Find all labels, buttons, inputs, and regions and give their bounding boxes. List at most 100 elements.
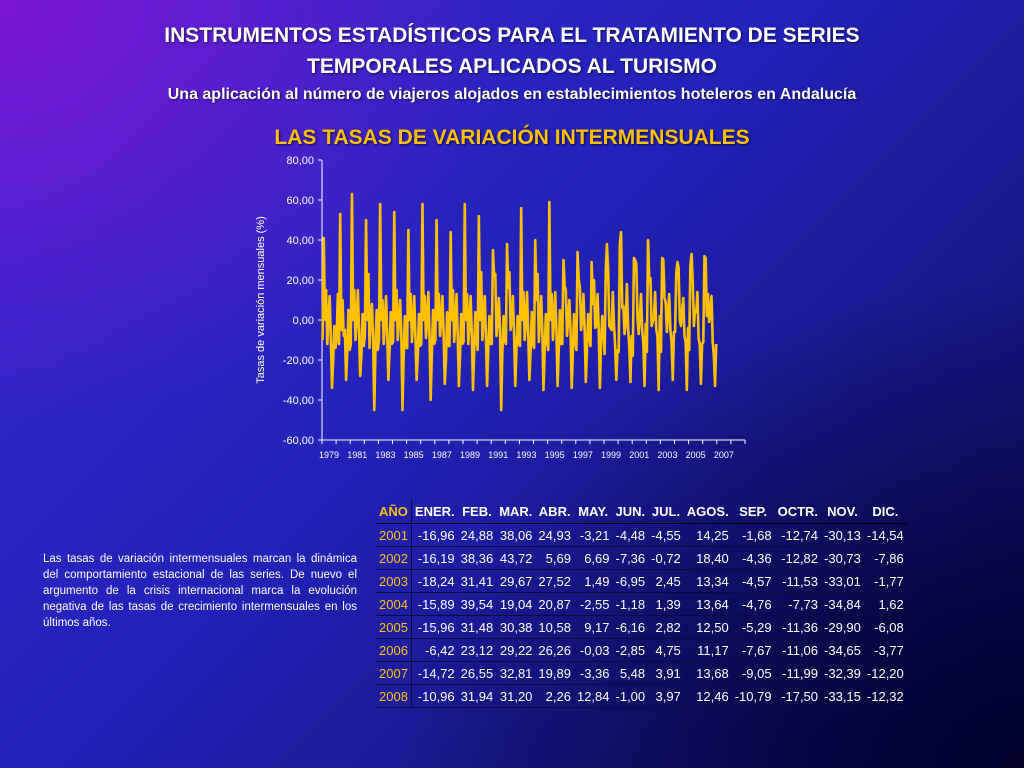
table-cell-value: 3,91: [648, 661, 684, 685]
table-cell-value: -3,77: [863, 638, 907, 662]
table-cell-value: -10,79: [731, 684, 775, 708]
table-cell-value: 5,48: [612, 661, 649, 685]
slide-title-line-1: INSTRUMENTOS ESTADÍSTICOS PARA EL TRATAM…: [164, 24, 860, 47]
table-cell-value: -12,82: [774, 546, 822, 570]
table-cell-value: 13,34: [683, 569, 732, 593]
y-tick-label: 0,00: [293, 315, 314, 327]
table-cell-value: -12,20: [863, 661, 907, 685]
table-cell-value: 43,72: [496, 546, 536, 570]
table-cell-value: -6,16: [612, 615, 649, 639]
table-cell-value: -0,03: [573, 638, 613, 662]
table-cell-value: 29,22: [496, 638, 536, 662]
table-cell-value: -18,24: [411, 569, 458, 593]
table-cell-value: -1,68: [731, 523, 775, 547]
y-tick-label: -40,00: [283, 395, 314, 407]
table-cell-value: -4,48: [612, 523, 649, 547]
table-row: 2004 -15,89 39,54 19,04 20,87 -2,55 -1,18 1,39 1…: [376, 592, 907, 616]
table-cell-value: 31,20: [496, 684, 536, 708]
table-cell-year: 2001: [376, 523, 412, 547]
table-cell-value: 10,58: [535, 615, 574, 639]
table-cell-value: -1,18: [612, 592, 649, 616]
table-cell-value: -0,72: [648, 546, 684, 570]
table-cell-value: -11,06: [774, 638, 822, 662]
table-header-month: DIC.: [863, 500, 907, 524]
table-header-month: SEP.: [731, 500, 775, 524]
table-cell-value: 27,52: [535, 569, 574, 593]
table-cell-value: -6,42: [411, 638, 458, 662]
y-tick-label: -20,00: [283, 355, 314, 367]
table-cell-value: -11,99: [774, 661, 822, 685]
table-cell-value: 2,26: [535, 684, 574, 708]
table-cell-value: -12,74: [774, 523, 822, 547]
table-header-year: AÑO: [376, 500, 412, 524]
table-cell-value: 13,68: [683, 661, 732, 685]
table-cell-value: 5,69: [535, 546, 574, 570]
table-cell-value: -4,57: [731, 569, 775, 593]
table-header-row: AÑO ENER. FEB. MAR. ABR. MAY. JUN. JUL. AGOS. SEP…: [376, 500, 907, 524]
y-tick-label: 40,00: [286, 235, 314, 247]
table-cell-value: 18,40: [683, 546, 732, 570]
x-tick-label: 1999: [601, 450, 621, 460]
x-tick-label: 1997: [573, 450, 593, 460]
table-header-month: ENER.: [411, 500, 458, 524]
table-cell-value: -34,65: [821, 638, 864, 662]
x-tick-label: 1991: [488, 450, 508, 460]
table-cell-value: -7,36: [612, 546, 649, 570]
table-cell-value: -15,96: [411, 615, 458, 639]
x-tick-label: 1983: [375, 450, 395, 460]
table-cell-value: -1,00: [612, 684, 649, 708]
table-row: 2007 -14,72 26,55 32,81 19,89 -3,36 5,48 3,91 13…: [376, 661, 907, 685]
table-cell-value: -2,55: [573, 592, 613, 616]
table-cell-value: -5,29: [731, 615, 775, 639]
x-tick-label: 2007: [714, 450, 734, 460]
table-cell-value: 2,45: [648, 569, 684, 593]
table-cell-year: 2006: [376, 638, 412, 662]
table-row: 2008 -10,96 31,94 31,20 2,26 12,84 -1,00 3,97 12…: [376, 684, 907, 708]
table-header-month: JUL.: [648, 500, 684, 524]
table-cell-value: -16,96: [411, 523, 458, 547]
table-cell-value: 20,87: [535, 592, 574, 616]
table-cell-value: -12,32: [863, 684, 907, 708]
table-cell-year: 2003: [376, 569, 412, 593]
table-header-month: NOV.: [821, 500, 864, 524]
table-cell-value: 38,06: [496, 523, 536, 547]
table-header-month: AGOS.: [683, 500, 732, 524]
table-cell-year: 2005: [376, 615, 412, 639]
chart-labels: 80,00 60,00 40,00 20,00 0,00 -20,00 -40,00 -60,…: [255, 155, 734, 460]
monthly-rates-table: AÑO ENER. FEB. MAR. ABR. MAY. JUN. JUL. AGOS. SEP…: [376, 500, 907, 708]
table-cell-year: 2008: [376, 684, 412, 708]
table-cell-value: 29,67: [496, 569, 536, 593]
table-cell-value: 19,89: [535, 661, 574, 685]
table-cell-value: -7,86: [863, 546, 907, 570]
table-cell-value: 1,49: [573, 569, 613, 593]
table-cell-value: 32,81: [496, 661, 536, 685]
y-axis-title: Tasas de variación mensuales (%): [255, 216, 267, 384]
table-cell-value: 31,41: [457, 569, 497, 593]
slide-title-line-2: TEMPORALES APLICADOS AL TURISMO: [307, 55, 717, 78]
table-cell-value: 11,17: [683, 638, 732, 662]
table-cell-value: -3,21: [573, 523, 613, 547]
table-header-month: MAY.: [573, 500, 613, 524]
table-cell-value: -7,67: [731, 638, 775, 662]
table-cell-value: 31,94: [457, 684, 497, 708]
table-cell-value: -34,84: [821, 592, 864, 616]
x-tick-label: 2005: [686, 450, 706, 460]
table-header-month: JUN.: [612, 500, 649, 524]
table-cell-value: -2,85: [612, 638, 649, 662]
table-header-month: OCTR.: [774, 500, 822, 524]
table-cell-value: 12,84: [573, 684, 613, 708]
table-cell-value: -9,05: [731, 661, 775, 685]
table-cell-value: 31,48: [457, 615, 497, 639]
y-tick-label: 80,00: [286, 155, 314, 167]
slide-subtitle: Una aplicación al número de viajeros alo…: [167, 86, 857, 103]
table-cell-value: 1,39: [648, 592, 684, 616]
x-tick-label: 1981: [347, 450, 367, 460]
table-cell-value: 38,36: [457, 546, 497, 570]
commentary-text: Las tasas de variación intermensuales ma…: [43, 553, 357, 630]
table-cell-value: -11,36: [774, 615, 822, 639]
line-chart: 80,00 60,00 40,00 20,00 0,00 -20,00 -40,00 -60,…: [255, 155, 746, 460]
table-cell-value: 13,64: [683, 592, 732, 616]
x-tick-label: 1979: [319, 450, 339, 460]
y-tick-label: 60,00: [286, 195, 314, 207]
table-row: 2003 -18,24 31,41 29,67 27,52 1,49 -6,95 2,45 13…: [376, 569, 907, 593]
